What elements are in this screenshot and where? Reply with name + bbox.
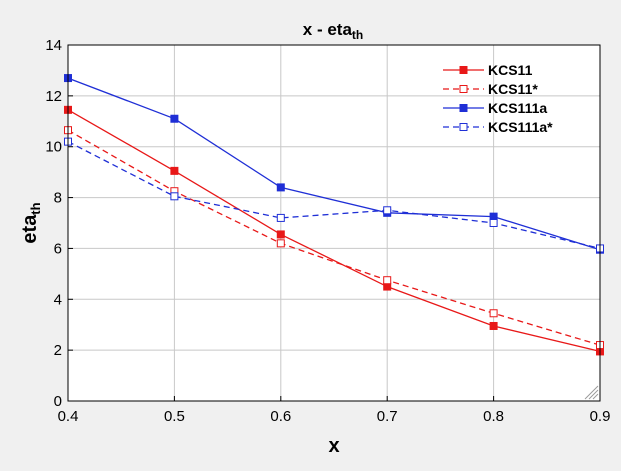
y-tick-label: 6 — [54, 240, 62, 257]
grid — [68, 45, 600, 401]
data-point — [276, 230, 285, 239]
data-point — [170, 166, 179, 175]
data-point — [170, 192, 179, 201]
x-axis-label: x — [328, 435, 339, 457]
legend-label: KCS11* — [488, 81, 538, 97]
legend-marker — [459, 104, 468, 112]
y-tick-label: 12 — [45, 88, 62, 105]
legend-marker — [459, 123, 468, 131]
data-point — [489, 219, 498, 227]
data-point — [489, 321, 498, 330]
y-tick-label: 10 — [45, 139, 62, 156]
legend-marker — [459, 66, 468, 74]
legend-marker — [459, 85, 468, 93]
data-point — [489, 309, 498, 318]
y-tick-label: 8 — [54, 190, 62, 207]
series-line — [67, 77, 601, 251]
chart-title-main: x - eta — [303, 20, 353, 39]
y-tick-label: 14 — [45, 37, 62, 54]
x-tick-label: 0.7 — [377, 408, 398, 425]
y-tick-label: 0 — [54, 393, 62, 410]
x-tick-label: 0.4 — [58, 408, 79, 425]
x-tick-label: 0.9 — [590, 408, 611, 425]
series-line — [67, 129, 601, 346]
x-tick-label: 0.8 — [483, 408, 504, 425]
ticks: 0.4 0.5 0.6 0.7 0.8 0.9 0 2 4 6 8 10 12 14 — [45, 37, 610, 425]
legend-entry: KCS111a* — [443, 119, 553, 135]
chart-title: x - etath — [303, 20, 363, 42]
plot-area — [68, 45, 600, 401]
data-point — [170, 114, 179, 123]
y-axis-label: etath — [19, 202, 43, 243]
y-tick-label: 2 — [54, 342, 62, 359]
legend-entry: KCS11* — [443, 81, 538, 97]
data-point — [383, 276, 392, 285]
x-tick-label: 0.6 — [270, 408, 291, 425]
x-tick-label: 0.5 — [164, 408, 185, 425]
plot-frame — [67, 44, 601, 402]
data-point — [276, 183, 285, 192]
y-tick-label: 4 — [54, 291, 62, 308]
legend-label: KCS11 — [488, 62, 533, 78]
y-axis-label-subscript: th — [28, 202, 43, 214]
legend-entry: KCS11 — [443, 62, 533, 78]
series-line — [67, 141, 601, 250]
y-axis-label-main: eta — [19, 214, 41, 244]
data-point — [383, 206, 392, 215]
data-point — [276, 213, 285, 222]
legend-label: KCS111a* — [488, 119, 553, 135]
resize-grip-icon[interactable] — [584, 385, 599, 400]
data-point — [276, 239, 285, 248]
legend: KCS11 KCS11* KCS111a KCS111a* — [443, 62, 553, 135]
series-line — [67, 109, 601, 353]
legend-label: KCS111a — [488, 100, 547, 116]
legend-entry: KCS111a — [443, 100, 547, 116]
chart-title-subscript: th — [352, 28, 363, 42]
